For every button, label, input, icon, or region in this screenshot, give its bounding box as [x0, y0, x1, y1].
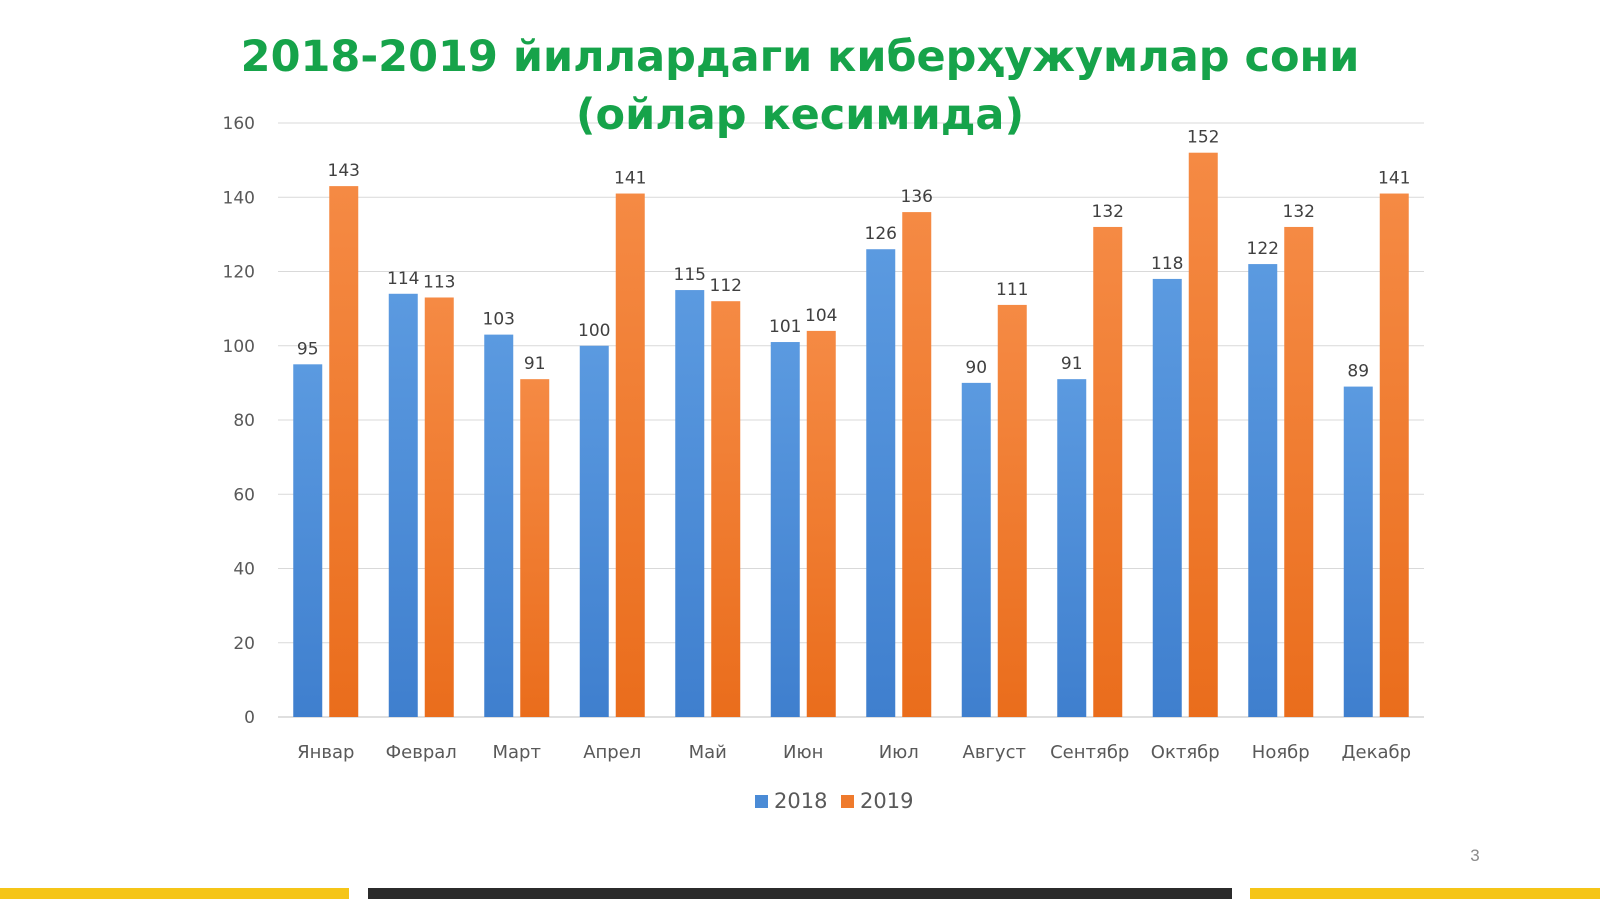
- bar-2018-Декабр: [1343, 386, 1373, 717]
- x-category-label: Июн: [783, 742, 823, 763]
- bar-2018-Май: [675, 290, 705, 717]
- y-tick-label: 60: [233, 485, 255, 505]
- bar-2019-Январ: [329, 186, 359, 718]
- slide-title: 2018-2019 йиллардаги киберҳужумлар сони …: [240, 32, 1360, 140]
- data-label-2018-Июл: 126: [865, 224, 897, 244]
- bar-2018-Июн: [770, 342, 800, 717]
- data-label-2018-Август: 90: [965, 358, 987, 378]
- data-label-2019-Июн: 104: [805, 306, 837, 326]
- x-category-label: Май: [689, 742, 727, 763]
- y-tick-label: 20: [233, 634, 255, 654]
- data-label-2019-Май: 112: [710, 276, 742, 296]
- bar-2019-Май: [711, 301, 741, 717]
- data-label-2018-Март: 103: [483, 310, 515, 330]
- legend-label-2018: 2018: [774, 789, 827, 813]
- data-label-2018-Октябр: 118: [1151, 254, 1183, 274]
- data-label-2019-Октябр: 152: [1187, 128, 1219, 148]
- bar-2019-Август: [997, 304, 1027, 717]
- bar-2019-Ноябр: [1284, 226, 1314, 717]
- y-tick-label: 120: [223, 263, 255, 283]
- bar-2019-Июн: [806, 330, 836, 717]
- slide-number: 3: [1470, 846, 1480, 865]
- bar-2018-Март: [484, 334, 514, 717]
- bar-2019-Март: [520, 379, 550, 717]
- data-label-2019-Ноябр: 132: [1283, 202, 1315, 222]
- bar-2019-Июл: [902, 212, 932, 717]
- x-category-label: Октябр: [1151, 742, 1220, 763]
- data-label-2019-Декабр: 141: [1378, 169, 1410, 189]
- bar-2018-Август: [961, 382, 991, 717]
- bar-2018-Сентябр: [1057, 379, 1087, 717]
- y-tick-label: 160: [223, 114, 255, 134]
- footer-bar-center: [368, 888, 1232, 899]
- legend: 2018 2019: [755, 789, 913, 813]
- x-category-label: Ноябр: [1252, 742, 1310, 763]
- data-label-2018-Май: 115: [674, 265, 706, 285]
- bar-2018-Ноябр: [1248, 264, 1278, 717]
- legend-label-2019: 2019: [860, 789, 913, 813]
- bar-2018-Январ: [293, 364, 323, 717]
- y-tick-label: 0: [244, 708, 255, 728]
- data-label-2019-Август: 111: [996, 280, 1028, 300]
- bar-2019-Сентябр: [1093, 226, 1123, 717]
- y-tick-label: 40: [233, 560, 255, 580]
- legend-swatch-2018: [755, 795, 768, 808]
- data-label-2019-Апрел: 141: [614, 169, 646, 189]
- bars: [293, 152, 1409, 718]
- data-label-2018-Сентябр: 91: [1061, 354, 1083, 374]
- x-category-label: Апрел: [583, 742, 641, 763]
- data-label-2018-Декабр: 89: [1347, 362, 1369, 382]
- y-axis-ticks: 0 20 40 60 80 100 120 140 160: [223, 114, 255, 728]
- gridlines: [278, 122, 1424, 718]
- legend-swatch-2019: [841, 795, 854, 808]
- bar-2019-Апрел: [615, 193, 645, 718]
- bar-2018-Июл: [866, 249, 896, 717]
- data-label-2019-Июл: 136: [901, 187, 933, 207]
- y-tick-label: 80: [233, 411, 255, 431]
- bar-2019-Феврал: [424, 297, 454, 717]
- x-category-label: Феврал: [386, 742, 457, 763]
- x-category-label: Июл: [879, 742, 919, 763]
- bar-2018-Апрел: [579, 345, 609, 717]
- data-label-2018-Апрел: 100: [578, 321, 610, 341]
- x-category-label: Март: [493, 742, 541, 763]
- footer-bar-left: [0, 888, 349, 899]
- bar-2019-Октябр: [1188, 152, 1218, 717]
- footer-bar-right: [1250, 888, 1600, 899]
- data-label-2018-Январ: 95: [297, 339, 319, 359]
- x-axis-categories: Январ Феврал Март Апрел Май Июн Июл Август Сентя…: [297, 742, 1411, 763]
- data-label-2018-Феврал: 114: [387, 269, 419, 289]
- x-category-label: Август: [963, 742, 1026, 763]
- bar-2019-Декабр: [1379, 193, 1409, 718]
- x-category-label: Январ: [297, 742, 354, 763]
- data-label-2019-Март: 91: [524, 354, 546, 374]
- data-label-2018-Июн: 101: [769, 317, 801, 337]
- data-label-2019-Январ: 143: [328, 161, 360, 181]
- y-tick-label: 140: [223, 188, 255, 208]
- data-label-2019-Феврал: 113: [423, 272, 455, 292]
- bar-2018-Феврал: [388, 293, 418, 717]
- bar-2018-Октябр: [1152, 278, 1182, 717]
- data-label-2019-Сентябр: 132: [1092, 202, 1124, 222]
- x-category-label: Сентябр: [1050, 742, 1129, 763]
- x-category-label: Декабр: [1341, 742, 1411, 763]
- y-tick-label: 100: [223, 337, 255, 357]
- data-label-2018-Ноябр: 122: [1247, 239, 1279, 259]
